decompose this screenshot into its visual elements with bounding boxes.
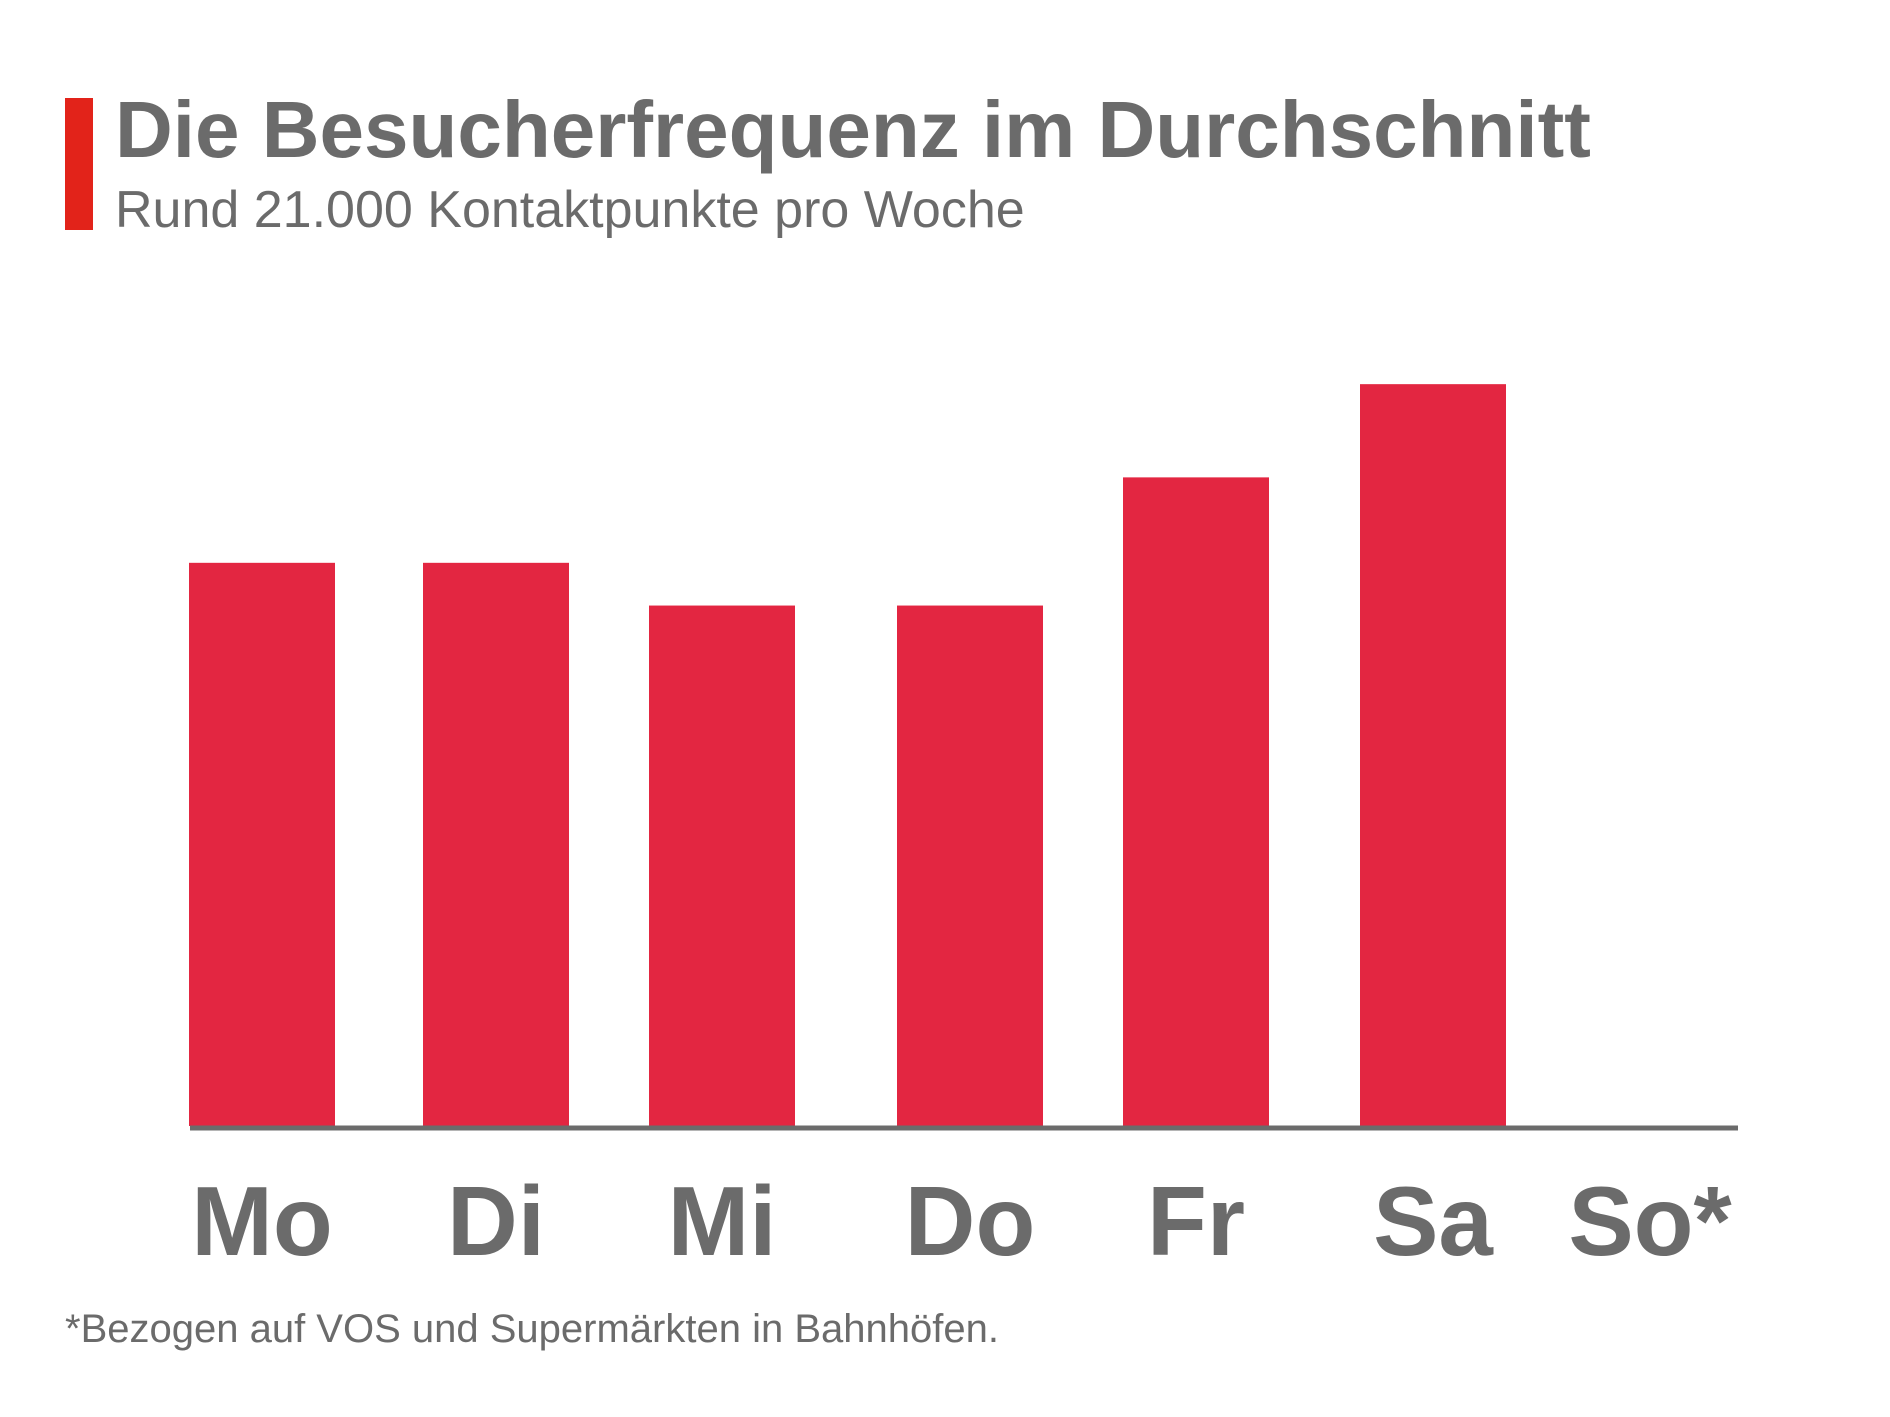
chart-subtitle: Rund 21.000 Kontaktpunkte pro Woche bbox=[115, 181, 1025, 239]
x-tick-label-mo: Mo bbox=[191, 1166, 333, 1276]
bar-di bbox=[423, 562, 569, 1126]
bar-sa bbox=[1360, 384, 1506, 1126]
x-tick-label-do: Do bbox=[905, 1166, 1036, 1276]
x-tick-label-so: So* bbox=[1568, 1166, 1732, 1276]
bar-mi bbox=[649, 605, 795, 1126]
x-tick-label-fr: Fr bbox=[1147, 1166, 1245, 1276]
bar-series bbox=[189, 384, 1506, 1126]
x-tick-label-mi: Mi bbox=[668, 1166, 777, 1276]
x-tick-label-sa: Sa bbox=[1373, 1166, 1494, 1276]
chart-title: Die Besucherfrequenz im Durchschnitt bbox=[115, 85, 1591, 174]
title-accent-bar bbox=[65, 98, 93, 230]
x-axis-tick-labels: Mo Di Mi Do Fr Sa So* bbox=[191, 1166, 1732, 1276]
bar-fr bbox=[1123, 477, 1269, 1126]
footnote: *Bezogen auf VOS und Supermärkten in Bah… bbox=[65, 1307, 999, 1351]
x-tick-label-di: Di bbox=[447, 1166, 545, 1276]
bar-do bbox=[897, 605, 1043, 1126]
bar-mo bbox=[189, 562, 335, 1126]
